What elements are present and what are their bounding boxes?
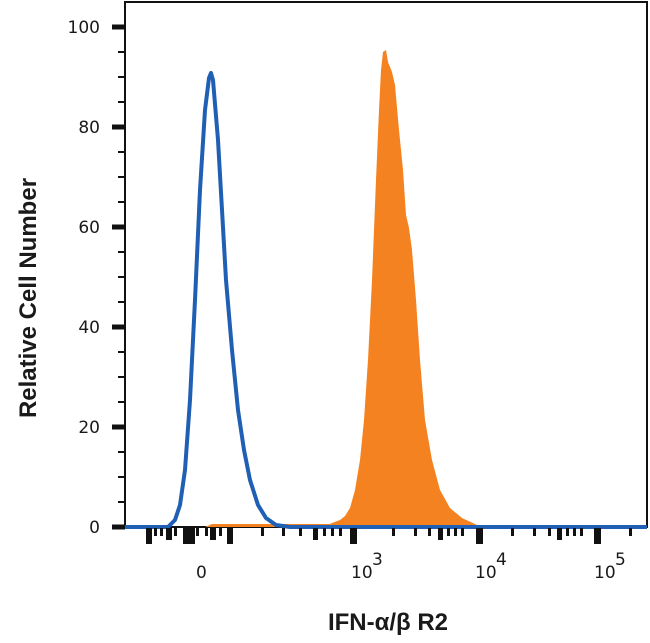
y-tick-60: 60: [78, 218, 100, 238]
x-tick-1e5-base: 10: [594, 563, 616, 583]
x-tick-1e3-base: 10: [351, 563, 373, 583]
y-axis-ticks: [112, 24, 125, 530]
x-tick-1e3-exp: 3: [372, 550, 383, 570]
x-tick-1e5-exp: 5: [615, 550, 626, 570]
y-tick-80: 80: [78, 118, 100, 138]
x-axis-ticks: [146, 528, 632, 544]
y-tick-100: 100: [68, 18, 100, 38]
y-axis-title: Relative Cell Number: [15, 178, 42, 418]
x-axis-title: IFN-α/β R2: [328, 609, 448, 636]
y-tick-labels: 0 20 40 60 80 100: [68, 18, 100, 538]
y-tick-40: 40: [78, 318, 100, 338]
antibody-histogram-fill: [125, 50, 480, 527]
y-tick-0: 0: [89, 518, 100, 538]
x-tick-0: 0: [196, 563, 207, 583]
x-tick-1e4-base: 10: [475, 563, 497, 583]
y-tick-20: 20: [78, 418, 100, 438]
x-tick-1e4-exp: 4: [496, 550, 507, 570]
isotype-histogram-line: [125, 71, 647, 529]
x-tick-labels: 0 10 3 10 4 10 5: [196, 550, 626, 583]
